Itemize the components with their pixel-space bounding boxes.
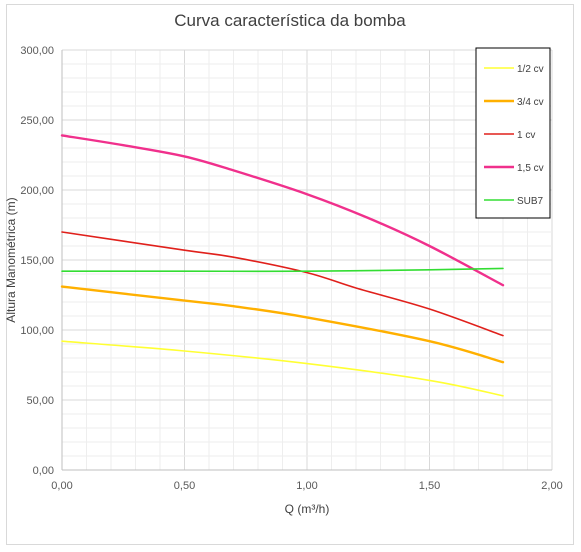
series-line-3-4-cv: [60, 285, 505, 364]
legend-label-1-cv: 1 cv: [517, 130, 535, 141]
series-line-1-2-cv: [61, 340, 504, 397]
series-lines: [60, 134, 505, 397]
x-tick-label: 0,50: [174, 480, 195, 492]
legend-box: [475, 47, 551, 219]
y-tick-label: 100,00: [20, 325, 54, 337]
y-tick-label: 50,00: [26, 395, 54, 407]
y-tick-label: 0,00: [33, 465, 54, 477]
legend: 1/2 cv 3/4 cv 1 cv 1,5 cv SUB7: [475, 47, 551, 219]
series-line-sub7: [61, 267, 504, 273]
series-line-1-5-cv: [60, 134, 505, 287]
legend-label-1-5-cv: 1,5 cv: [517, 163, 544, 174]
y-tick-label: 300,00: [20, 45, 54, 57]
x-tick-label: 1,50: [419, 480, 440, 492]
chart-title: Curva característica da bomba: [174, 11, 406, 30]
legend-label-sub7: SUB7: [517, 196, 544, 207]
axes: 0,00 0,50 1,00 1,50 2,00 0,00 50,00 100,00 150,0…: [20, 45, 562, 492]
y-tick-label: 250,00: [20, 115, 54, 127]
x-axis-title: Q (m³/h): [285, 502, 330, 516]
y-axis-title: Altura Manométrica (m): [4, 197, 18, 322]
x-tick-label: 1,00: [296, 480, 317, 492]
y-tick-label: 200,00: [20, 185, 54, 197]
x-tick-label: 2,00: [541, 480, 562, 492]
legend-label-3-4-cv: 3/4 cv: [517, 97, 544, 108]
x-tick-label: 0,00: [51, 480, 72, 492]
legend-label-1-2-cv: 1/2 cv: [517, 64, 544, 75]
y-tick-label: 150,00: [20, 255, 54, 267]
